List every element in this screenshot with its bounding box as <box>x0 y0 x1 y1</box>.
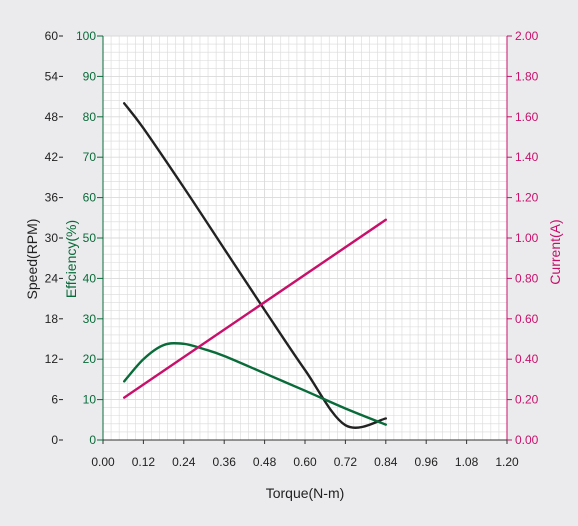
current-tick-label: 1.80 <box>515 69 539 83</box>
efficiency-tick-label: 0 <box>89 433 96 447</box>
x-tick-label: 0.60 <box>293 455 317 469</box>
current-series-line <box>123 218 387 399</box>
x-tick-label: 0.48 <box>253 455 277 469</box>
x-tick-label: 1.20 <box>495 455 519 469</box>
x-tick-label: 0.36 <box>213 455 237 469</box>
speed-tick-label: 36 <box>45 191 59 205</box>
speed-tick-label: 18 <box>45 312 59 326</box>
efficiency-tick-label: 10 <box>83 393 97 407</box>
efficiency-axis-label: Effciency(%) <box>63 220 79 298</box>
speed-tick-label: 54 <box>45 69 59 83</box>
current-tick-label: 0.00 <box>515 433 539 447</box>
speed-tick-label: 24 <box>45 271 59 285</box>
speed-tick-label: 48 <box>45 110 59 124</box>
x-tick-label: 0.72 <box>334 455 358 469</box>
current-tick-label: 0.20 <box>515 393 539 407</box>
x-tick-label: 0.24 <box>172 455 196 469</box>
current-tick-label: 2.00 <box>515 29 539 43</box>
speed-axis-label: Speed(RPM) <box>24 219 40 300</box>
x-tick-label: 0.12 <box>132 455 156 469</box>
tick-labels: 0.00 0.12 0.24 0.36 0.48 0.60 0.72 0.84 0.96 1.08… <box>45 29 539 469</box>
speed-tick-label: 30 <box>45 231 59 245</box>
x-tick-label: 1.08 <box>455 455 479 469</box>
current-tick-label: 0.80 <box>515 271 539 285</box>
grid <box>102 35 508 441</box>
speed-series-line <box>123 102 387 429</box>
current-axis-label: Current(A) <box>547 219 563 284</box>
series-lines <box>123 102 387 429</box>
speed-tick-label: 0 <box>51 433 58 447</box>
x-tick-label: 0.00 <box>91 455 115 469</box>
current-tick-label: 1.00 <box>515 231 539 245</box>
efficiency-tick-label: 90 <box>83 69 97 83</box>
efficiency-tick-label: 100 <box>76 29 96 43</box>
efficiency-tick-label: 40 <box>83 271 97 285</box>
efficiency-tick-label: 60 <box>83 191 97 205</box>
efficiency-tick-label: 50 <box>83 231 97 245</box>
efficiency-tick-label: 20 <box>83 352 97 366</box>
efficiency-tick-label: 30 <box>83 312 97 326</box>
current-tick-label: 1.20 <box>515 191 539 205</box>
current-tick-label: 0.40 <box>515 352 539 366</box>
current-tick-label: 0.60 <box>515 312 539 326</box>
speed-tick-label: 42 <box>45 150 59 164</box>
x-axis-label: Torque(N-m) <box>266 485 345 501</box>
speed-tick-label: 60 <box>45 29 59 43</box>
speed-tick-label: 6 <box>51 393 58 407</box>
x-tick-label: 0.84 <box>374 455 398 469</box>
efficiency-tick-label: 80 <box>83 110 97 124</box>
efficiency-series-line <box>123 342 387 426</box>
speed-tick-label: 12 <box>45 352 59 366</box>
current-tick-label: 1.40 <box>515 150 539 164</box>
efficiency-tick-label: 70 <box>83 150 97 164</box>
current-tick-label: 1.60 <box>515 110 539 124</box>
x-tick-label: 0.96 <box>415 455 439 469</box>
